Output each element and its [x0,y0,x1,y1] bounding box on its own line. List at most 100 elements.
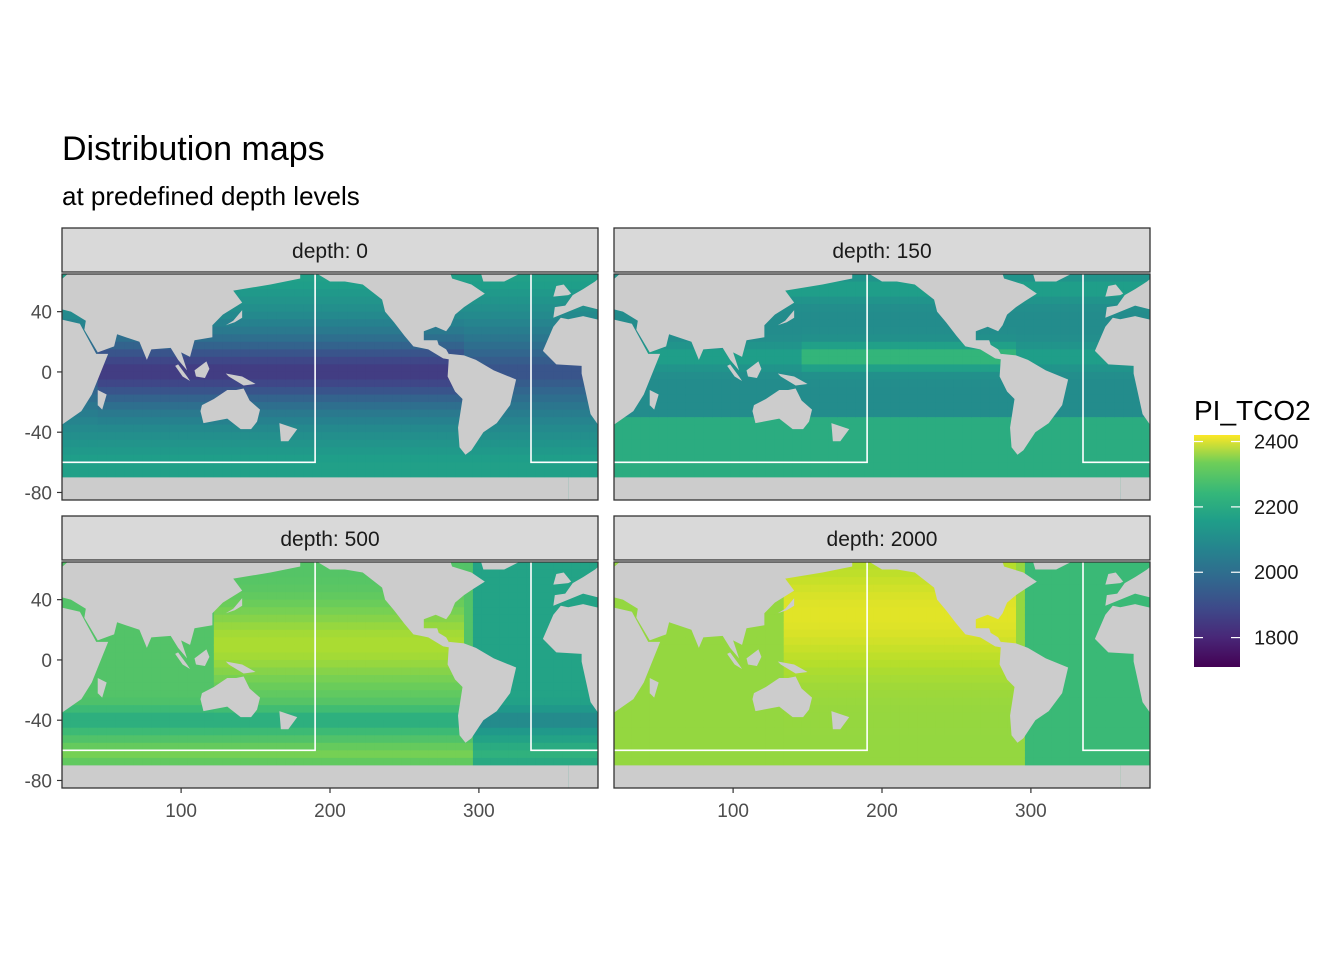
field-cell [446,622,456,631]
field-cell [294,311,304,320]
field-cell [649,462,660,471]
field-cell [187,667,197,676]
field-cell [765,364,776,373]
field-cell [890,341,901,350]
field-cell [392,705,403,714]
field-cell [285,469,295,478]
field-cell [258,462,269,471]
field-cell [88,424,99,433]
field-cell [614,447,624,456]
field-cell [455,274,465,283]
field-cell [801,454,812,463]
field-cell [392,387,403,396]
field-cell [312,371,322,381]
field-cell [419,439,429,448]
field-cell [204,735,215,744]
field-cell [810,394,821,403]
field-cell [855,356,865,365]
field-cell [178,742,188,751]
field-cell [303,402,313,411]
field-cell [330,675,340,684]
field-cell [499,462,510,471]
field-cell [801,326,812,335]
field-cell [196,727,206,736]
field-cell [365,757,376,766]
field-cell [249,394,260,403]
field-cell [374,349,385,358]
field-cell [365,394,376,403]
field-cell [276,735,286,744]
field-cell [517,274,528,283]
field-cell [392,735,403,744]
field-cell [374,659,385,669]
field-cell [437,394,447,403]
field-cell [899,371,910,381]
field-cell [133,387,143,396]
field-cell [365,614,376,623]
field-cell [846,364,856,373]
field-cell [347,469,358,478]
field-cell [178,462,188,471]
field-cell [330,720,340,729]
field-cell [917,356,928,365]
field-cell [356,690,367,699]
field-cell [535,334,545,343]
field-cell [374,584,385,593]
field-cell [571,454,581,463]
field-cell [365,644,376,653]
field-cell [535,319,545,328]
field-cell [855,289,865,298]
field-cell [303,281,313,290]
field-cell [133,364,143,373]
field-cell [285,682,295,691]
field-cell [1123,371,1133,381]
field-cell [294,394,304,403]
field-cell [267,735,277,744]
field-cell [365,364,376,373]
field-cell [213,432,224,441]
field-cell [837,417,847,426]
field-cell [472,462,483,471]
field-cell [79,454,90,463]
field-cell [819,371,829,381]
field-cell [356,652,367,661]
field-cell [1042,462,1053,471]
field-cell [312,614,322,623]
field-cell [276,356,286,365]
field-cell [267,462,277,471]
field-cell [330,742,340,751]
field-cell [222,727,233,736]
field-cell [330,750,340,759]
field-cell [133,690,143,699]
field-cell [303,622,313,631]
field-cell [419,469,429,478]
field-cell [240,289,251,298]
field-cell [535,417,545,426]
field-cell [882,424,892,433]
field-cell [133,727,143,736]
field-cell [160,356,170,365]
field-cell [231,454,242,463]
field-cell [160,652,170,661]
field-cell [285,652,295,661]
field-cell [1060,439,1071,448]
field-cell [837,341,847,350]
field-cell [828,356,838,365]
field-cell [1114,296,1124,305]
field-cell [365,712,376,721]
field-cell [649,469,660,478]
field-cell [748,402,758,411]
field-cell [187,644,197,653]
field-cell [356,727,367,736]
field-cell [1060,469,1071,478]
land-polygon [62,477,569,500]
field-cell [222,371,233,381]
field-cell [837,356,847,365]
field-cell [222,712,233,721]
field-cell [374,720,385,729]
field-cell [935,462,946,471]
field-cell [204,750,215,759]
field-cell [989,387,999,396]
field-cell [383,705,394,714]
field-cell [338,622,349,631]
